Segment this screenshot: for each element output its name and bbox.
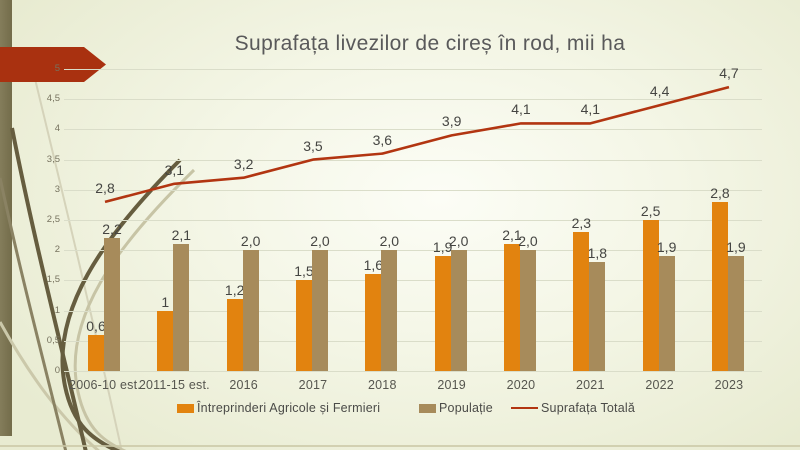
bar <box>381 250 398 371</box>
bar <box>226 298 243 371</box>
bar-value-label: 2,2 <box>102 221 122 238</box>
bar <box>642 220 659 371</box>
bar-value-label: 2,1 <box>502 227 522 244</box>
bar-value-label: 2,1 <box>171 227 192 244</box>
x-category-label: 2022 <box>645 378 674 392</box>
gridline <box>64 159 762 161</box>
bar <box>450 250 467 371</box>
y-tick-label: 2,5 <box>46 214 60 225</box>
y-tick-label: 3 <box>54 183 60 195</box>
line-value-label: 2,8 <box>95 179 115 196</box>
bar-value-label: 1,6 <box>363 257 384 274</box>
y-tick-label: 4 <box>54 123 60 135</box>
legend-swatch-agro <box>177 403 194 413</box>
y-tick-label: 0,5 <box>46 334 60 346</box>
bar <box>242 250 259 371</box>
bar-value-label: 1,8 <box>587 245 608 262</box>
x-category-label: 2019 <box>437 378 466 392</box>
bar-value-label: 2,3 <box>571 215 592 232</box>
line-value-label: 3,5 <box>303 137 323 154</box>
gridline <box>64 99 762 101</box>
bar <box>173 244 190 371</box>
legend-item-agro: Întreprinderi Agricole și Fermieri <box>177 399 380 417</box>
bar-value-label: 1,2 <box>224 281 245 298</box>
line-value-label: 4,4 <box>649 83 670 100</box>
y-tick-label: 1 <box>54 304 60 316</box>
y-tick-label: 4,5 <box>46 93 60 105</box>
x-category-label: 2017 <box>298 378 328 392</box>
line-value-label: 3,9 <box>441 113 462 130</box>
bar <box>365 274 382 371</box>
bar <box>434 256 451 371</box>
bar <box>295 280 312 371</box>
y-tick-label: 0 <box>54 365 60 376</box>
y-tick-label: 2 <box>54 244 60 256</box>
legend-item-populatie: Populație <box>419 399 493 417</box>
line-value-label: 3,6 <box>372 131 393 148</box>
gridline <box>64 280 762 282</box>
bar <box>519 250 536 371</box>
legend-item-total: Suprafața Totală <box>511 399 635 417</box>
x-category-label: 2020 <box>506 378 536 392</box>
gridline <box>64 220 762 221</box>
bar <box>104 238 120 371</box>
gridline <box>64 371 762 372</box>
bar-value-label: 1,9 <box>656 239 677 256</box>
bar <box>589 262 606 371</box>
bar-value-label: 2,0 <box>240 233 261 250</box>
bar <box>88 334 104 371</box>
legend-label-populatie: Populație <box>439 401 493 415</box>
bar <box>658 256 675 371</box>
line-value-label: 4,1 <box>580 101 601 118</box>
line-value-label: 3,2 <box>233 155 254 172</box>
legend-swatch-total-line <box>511 406 538 410</box>
gridline <box>64 250 762 252</box>
bar-value-label: 1,9 <box>432 239 453 256</box>
bar-value-label: 0,6 <box>86 317 106 334</box>
x-category-label: 2018 <box>368 378 397 392</box>
x-category-label: 2023 <box>714 378 744 392</box>
bar <box>157 310 174 371</box>
slide-title: Suprafața livezilor de cireș în rod, mii… <box>234 32 626 55</box>
x-category-label: 2011-15 est. <box>138 378 210 392</box>
line-value-label: 3,1 <box>164 161 185 178</box>
gridline <box>64 340 762 342</box>
y-tick-label: 3,5 <box>46 153 60 165</box>
bar-value-label: 2,0 <box>518 233 538 250</box>
gridline <box>64 310 762 312</box>
x-category-label: 2006-10 est. <box>69 378 141 392</box>
y-tick-label: 1,5 <box>46 274 60 286</box>
gridline <box>64 69 762 70</box>
bar <box>503 244 520 371</box>
bar <box>727 256 744 371</box>
x-category-label: 2016 <box>229 378 258 392</box>
bar-value-label: 2,0 <box>448 233 469 250</box>
gridline <box>64 189 762 191</box>
line-value-label: 4,7 <box>719 65 739 82</box>
line-value-label: 4,1 <box>511 101 531 118</box>
bar-value-label: 2,5 <box>640 203 661 219</box>
y-tick-label: 5 <box>54 63 60 74</box>
bar-value-label: 1,9 <box>726 239 746 256</box>
bar-value-label: 2,8 <box>710 184 730 201</box>
x-category-label: 2021 <box>575 378 605 392</box>
bar-value-label: 1 <box>161 293 170 310</box>
bar-value-label: 1,5 <box>294 263 314 280</box>
bar <box>711 201 728 371</box>
legend-label-agro: Întreprinderi Agricole și Fermieri <box>197 401 381 415</box>
gridline <box>64 129 762 131</box>
bar-value-label: 2,0 <box>310 233 330 250</box>
legend-swatch-populatie <box>419 403 436 413</box>
legend-label-total: Suprafața Totală <box>541 401 636 415</box>
bar <box>573 232 590 371</box>
bottom-rule-decoration <box>0 445 800 447</box>
bar <box>311 250 328 371</box>
bar-value-label: 2,0 <box>379 233 400 250</box>
